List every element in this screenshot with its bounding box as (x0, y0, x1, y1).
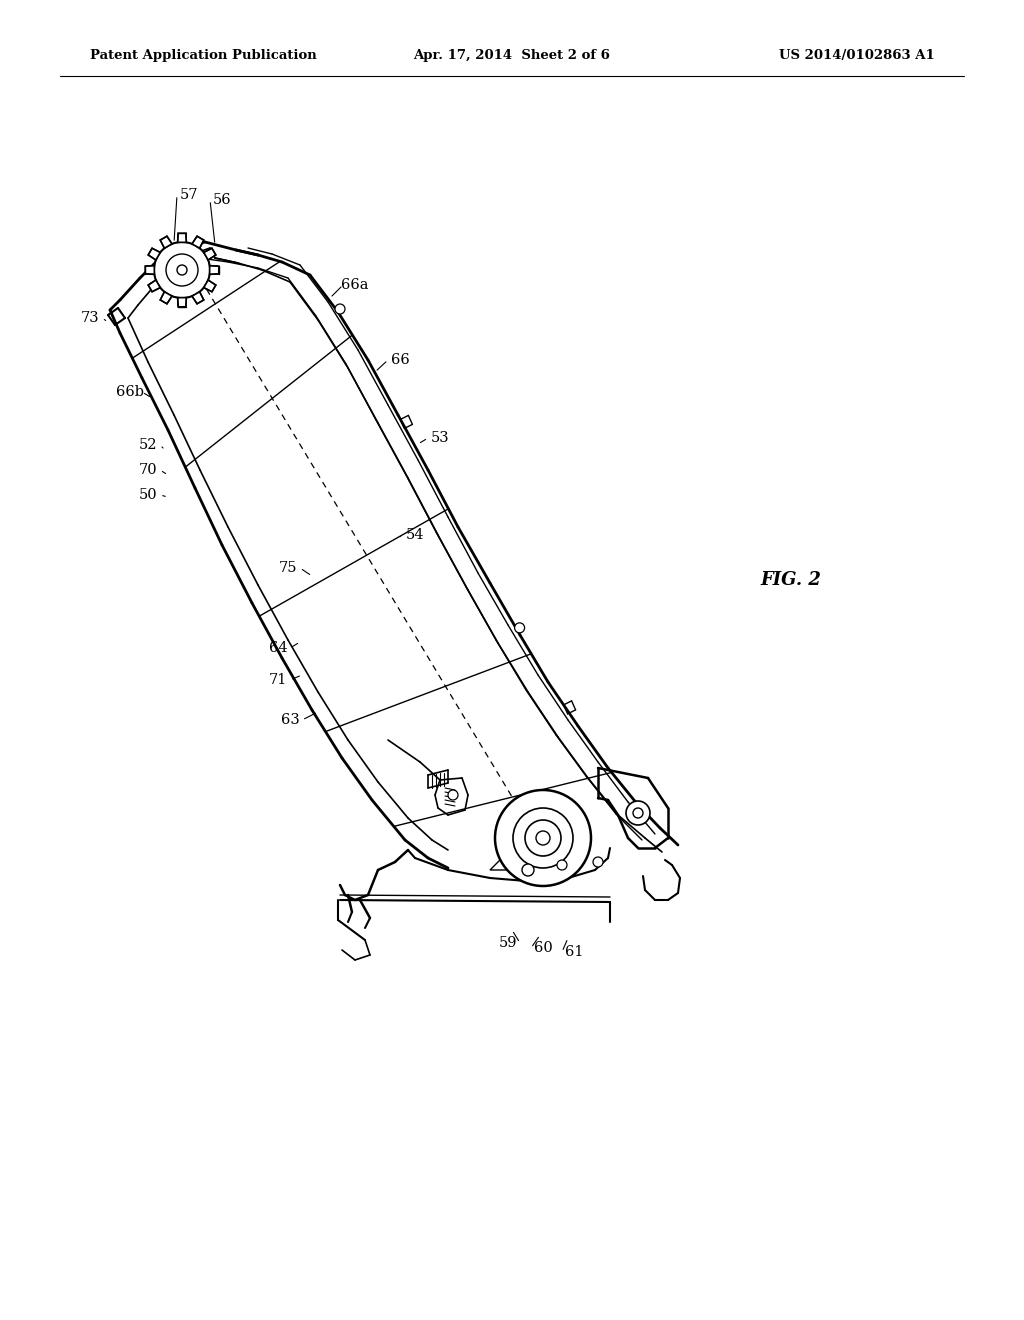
Text: 71: 71 (269, 673, 287, 686)
Text: Apr. 17, 2014  Sheet 2 of 6: Apr. 17, 2014 Sheet 2 of 6 (414, 49, 610, 62)
Circle shape (633, 808, 643, 818)
Text: US 2014/0102863 A1: US 2014/0102863 A1 (779, 49, 935, 62)
Text: 64: 64 (268, 642, 288, 655)
Text: 59: 59 (499, 936, 517, 950)
Circle shape (557, 861, 567, 870)
Text: 56: 56 (213, 193, 231, 207)
Circle shape (513, 808, 573, 869)
Polygon shape (210, 265, 219, 275)
Text: Patent Application Publication: Patent Application Publication (90, 49, 316, 62)
Circle shape (177, 265, 187, 275)
Circle shape (593, 857, 603, 867)
Text: 66: 66 (390, 352, 410, 367)
Text: 63: 63 (281, 713, 299, 727)
Circle shape (525, 820, 561, 855)
Circle shape (449, 789, 458, 800)
Polygon shape (177, 234, 186, 243)
Text: FIG. 2: FIG. 2 (760, 572, 821, 589)
Text: 61: 61 (565, 945, 584, 960)
Circle shape (166, 253, 198, 286)
Text: 66a: 66a (341, 279, 369, 292)
Circle shape (626, 801, 650, 825)
Circle shape (522, 865, 534, 876)
Circle shape (335, 304, 345, 314)
Polygon shape (193, 236, 204, 248)
Polygon shape (148, 280, 160, 292)
Polygon shape (160, 292, 172, 304)
Polygon shape (148, 248, 160, 260)
Text: 73: 73 (81, 312, 99, 325)
Polygon shape (193, 292, 204, 304)
Polygon shape (490, 840, 550, 870)
Text: 53: 53 (431, 432, 450, 445)
Circle shape (154, 242, 210, 298)
Text: 50: 50 (138, 488, 158, 502)
Text: 66b: 66b (116, 385, 144, 399)
Circle shape (495, 789, 591, 886)
Text: 52: 52 (138, 438, 158, 451)
Circle shape (515, 623, 524, 632)
Text: 75: 75 (279, 561, 297, 576)
Text: 60: 60 (534, 941, 552, 954)
Polygon shape (145, 265, 155, 275)
Polygon shape (177, 297, 186, 306)
Polygon shape (204, 248, 216, 260)
Text: 54: 54 (406, 528, 424, 543)
Text: 70: 70 (138, 463, 158, 477)
Text: 57: 57 (180, 187, 199, 202)
Polygon shape (204, 280, 216, 292)
Polygon shape (160, 236, 172, 248)
Circle shape (536, 832, 550, 845)
